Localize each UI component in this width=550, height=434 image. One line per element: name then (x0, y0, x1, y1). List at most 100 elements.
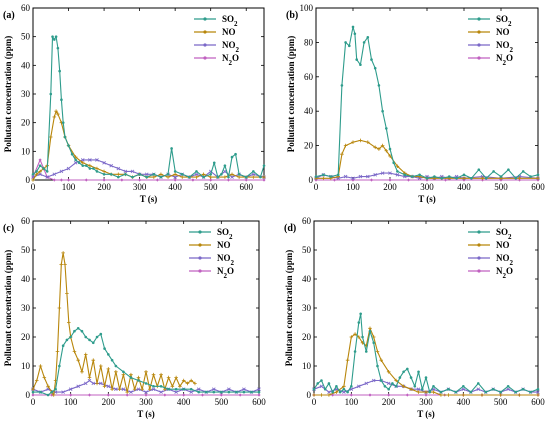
data-point (42, 167, 45, 170)
x-tick-label: 500 (215, 397, 229, 407)
data-point (499, 175, 503, 178)
data-point (208, 175, 213, 179)
data-point (405, 393, 409, 397)
y-axis-label: Pollutant concentration (ppm) (3, 250, 13, 367)
data-point (346, 390, 349, 394)
data-point (114, 370, 118, 374)
x-tick-label: 100 (345, 397, 359, 407)
data-point (73, 161, 78, 165)
data-point (159, 172, 163, 177)
data-point (371, 378, 376, 383)
data-point (220, 172, 223, 176)
data-point (129, 376, 133, 379)
data-point (109, 172, 113, 176)
data-point (506, 385, 510, 388)
data-point (87, 378, 92, 383)
data-point (358, 174, 363, 179)
data-point (46, 393, 50, 397)
data-point (361, 335, 364, 339)
data-point (312, 393, 316, 397)
data-point (56, 112, 60, 116)
data-point (65, 338, 69, 342)
x-axis-label: T (s) (140, 194, 158, 204)
data-point (396, 170, 399, 173)
data-point (242, 390, 246, 394)
data-point (343, 143, 348, 148)
data-point (536, 176, 540, 181)
data-point (461, 393, 466, 397)
data-point (159, 175, 163, 179)
data-point (173, 178, 177, 182)
data-point (129, 390, 133, 394)
data-point (31, 387, 35, 391)
data-point (424, 393, 428, 397)
data-point (84, 178, 88, 182)
data-point (371, 335, 376, 339)
data-point (383, 385, 387, 388)
data-point (138, 178, 142, 182)
x-tick-label: 200 (382, 397, 396, 407)
x-tick-label: 0 (31, 397, 36, 407)
series-3 (31, 393, 261, 397)
data-point (130, 169, 135, 174)
data-point (174, 375, 178, 380)
data-point (66, 320, 71, 325)
data-point (461, 387, 466, 391)
data-point (409, 376, 413, 379)
data-point (196, 387, 201, 391)
data-point (377, 84, 381, 87)
data-point (353, 332, 357, 336)
data-point (366, 174, 370, 179)
data-point (45, 170, 49, 173)
data-point (395, 173, 400, 177)
data-point (95, 335, 99, 339)
data-point (319, 384, 324, 389)
y-tick-label: 10 (21, 146, 31, 156)
data-point (403, 173, 407, 177)
data-point (58, 364, 61, 368)
data-point (195, 170, 198, 173)
data-point (212, 390, 216, 394)
data-point (91, 358, 96, 362)
data-point (416, 390, 421, 394)
data-point (358, 138, 363, 143)
legend-entry: N2O (222, 53, 239, 67)
data-point (381, 109, 384, 113)
data-point (49, 92, 53, 96)
data-point (197, 390, 201, 394)
data-point (235, 390, 238, 394)
data-point (52, 178, 56, 182)
data-point (99, 364, 103, 368)
data-point (106, 384, 111, 389)
data-point (31, 390, 35, 394)
data-point (476, 387, 481, 391)
data-point (88, 158, 92, 162)
data-point (181, 378, 186, 383)
data-point (77, 161, 81, 165)
x-tick-label: 500 (494, 182, 508, 192)
series-line (32, 252, 196, 396)
data-point (227, 390, 231, 394)
data-point (406, 178, 411, 182)
data-point (351, 140, 355, 144)
data-point (491, 387, 495, 391)
data-point (204, 390, 208, 394)
data-point (342, 390, 346, 394)
legend-marker (477, 56, 481, 60)
data-point (87, 393, 92, 397)
data-point (67, 144, 70, 147)
data-point (355, 58, 359, 61)
data-point (138, 172, 141, 176)
data-point (259, 175, 262, 179)
data-point (69, 393, 73, 397)
data-point (106, 393, 110, 397)
data-point (368, 329, 372, 333)
legend-marker (477, 30, 481, 34)
data-point (252, 170, 255, 173)
panel-label: (d) (284, 223, 296, 234)
data-point (140, 387, 145, 391)
y-tick-label: 40 (21, 60, 31, 70)
data-point (123, 169, 128, 174)
